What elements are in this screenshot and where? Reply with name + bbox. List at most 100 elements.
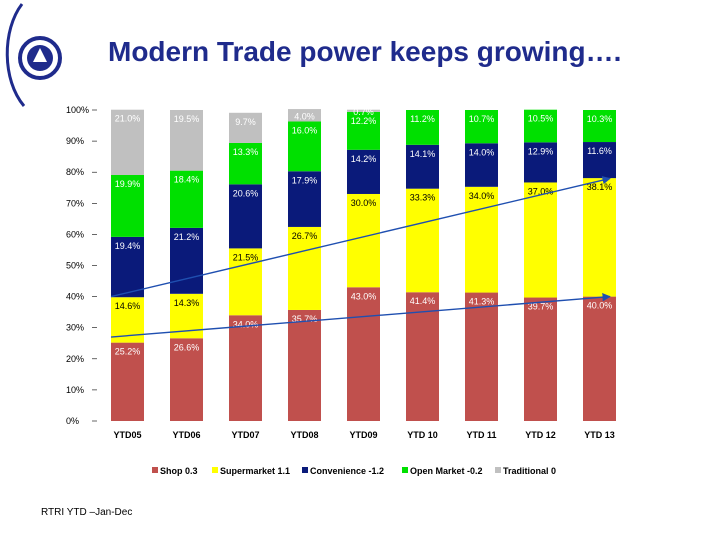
legend-swatch-supermarket (212, 467, 218, 473)
y-tick-label: 80% (66, 167, 84, 177)
bar-shop (465, 292, 498, 421)
data-label: 19.9% (115, 179, 141, 189)
data-label: 19.4% (115, 241, 141, 251)
data-label: 34.0% (233, 319, 259, 329)
bar-open-market (229, 142, 262, 185)
bar-traditional (347, 109, 380, 112)
data-label: 39.7% (528, 302, 554, 312)
x-tick-label: YTD 11 (466, 430, 496, 440)
data-label: 19.5% (174, 114, 200, 124)
bar-traditional (111, 109, 144, 175)
modern-trade-trend (110, 176, 611, 298)
legend-swatch-convenience (302, 467, 308, 473)
data-label: 35.7% (292, 314, 318, 324)
data-label: 37.0% (528, 186, 554, 196)
data-label: 41.3% (469, 297, 495, 307)
bar-shop (111, 342, 144, 421)
bar-convenience (524, 142, 557, 183)
source-note: RTRI YTD –Jan-Dec (41, 507, 133, 518)
y-tick-label: 90% (66, 136, 84, 146)
data-label: 13.3% (233, 147, 259, 157)
bar-shop (583, 296, 616, 421)
data-label: 30.0% (351, 198, 377, 208)
legend-swatch-open-market (402, 467, 408, 473)
bar-convenience (288, 171, 321, 227)
company-logo (5, 3, 62, 107)
data-label: 18.4% (174, 175, 200, 185)
bar-convenience (406, 144, 439, 189)
bar-open-market (288, 121, 321, 172)
data-label: 26.6% (174, 342, 200, 352)
bar-traditional (288, 109, 321, 122)
data-label: 14.1% (410, 149, 436, 159)
bar-open-market (170, 170, 203, 228)
y-tick-label: 60% (66, 229, 84, 239)
y-tick-label: 30% (66, 323, 84, 333)
bar-shop (229, 315, 262, 421)
x-tick-label: YTD 10 (407, 430, 438, 440)
data-label: 40.0% (587, 301, 613, 311)
y-tick-label: 0% (66, 416, 79, 426)
data-label: 14.2% (351, 154, 377, 164)
data-label: 10.7% (469, 114, 495, 124)
bar-shop (524, 297, 557, 421)
legend-swatch-shop (152, 467, 158, 473)
legend-label: Traditional 0 (503, 466, 556, 476)
bar-open-market (406, 110, 439, 145)
bar-supermarket (229, 248, 262, 316)
data-label: 12.9% (528, 146, 554, 156)
data-label: 14.3% (174, 298, 200, 308)
shop-trend (110, 293, 611, 338)
data-label: 17.9% (292, 175, 318, 185)
data-label: 21.5% (233, 252, 259, 262)
x-tick-label: YTD07 (231, 430, 259, 440)
data-label: 25.2% (115, 347, 141, 357)
x-tick-label: YTD 13 (584, 430, 615, 440)
x-tick-label: YTD05 (113, 430, 141, 440)
data-label: 43.0% (351, 291, 377, 301)
x-tick-label: YTD08 (290, 430, 318, 440)
bar-shop (288, 309, 321, 421)
data-label: 10.3% (587, 114, 613, 124)
y-tick-label: 20% (66, 354, 84, 364)
y-tick-label: 10% (66, 385, 84, 395)
bar-supermarket (347, 193, 380, 288)
data-label: 14.0% (469, 147, 495, 157)
bar-traditional (229, 112, 262, 143)
legend-label: Convenience -1.2 (310, 466, 384, 476)
data-label: 33.3% (410, 193, 436, 203)
data-label: 9.7% (235, 117, 256, 127)
data-label: 26.7% (292, 231, 318, 241)
bar-supermarket (406, 188, 439, 293)
data-label: 21.0% (115, 114, 141, 124)
data-label: 16.0% (292, 126, 318, 136)
y-tick-label: 100% (66, 105, 89, 115)
legend-label: Shop 0.3 (160, 466, 198, 476)
data-label: 10.5% (528, 114, 554, 124)
y-tick-label: 50% (66, 261, 84, 271)
data-label: 20.6% (233, 188, 259, 198)
y-tick-label: 70% (66, 198, 84, 208)
legend-label: Open Market -0.2 (410, 466, 483, 476)
bar-convenience (170, 227, 203, 294)
bar-convenience (111, 236, 144, 298)
bar-supermarket (465, 186, 498, 293)
data-label: 14.6% (115, 301, 141, 311)
data-label: 38.1% (587, 182, 613, 192)
bar-supermarket (583, 178, 616, 297)
bar-open-market (465, 110, 498, 144)
bar-open-market (347, 111, 380, 150)
data-label: 21.2% (174, 232, 200, 242)
bar-shop (406, 292, 439, 421)
bar-open-market (111, 174, 144, 237)
bar-open-market (583, 110, 616, 143)
data-label: 0.7% (353, 107, 374, 117)
data-label: 12.2% (351, 116, 377, 126)
bar-shop (347, 287, 380, 421)
slide-title: Modern Trade power keeps growing…. (108, 36, 622, 67)
legend-label: Supermarket 1.1 (220, 466, 290, 476)
x-tick-label: YTD 12 (525, 430, 556, 440)
bar-traditional (170, 110, 203, 171)
data-label: 11.6% (587, 146, 612, 156)
